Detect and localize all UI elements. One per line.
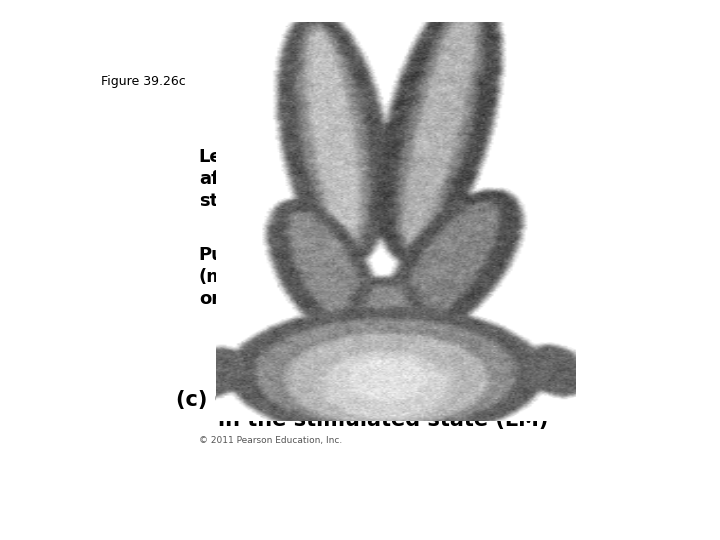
Text: (c) Cross section of a leaflet pair: (c) Cross section of a leaflet pair	[176, 389, 562, 409]
Text: in the stimulated state (LM): in the stimulated state (LM)	[189, 410, 549, 430]
Text: Figure 39.26c: Figure 39.26c	[101, 75, 186, 88]
Text: © 2011 Pearson Education, Inc.: © 2011 Pearson Education, Inc.	[199, 436, 342, 446]
Text: Pulvinus
(motor
organ): Pulvinus (motor organ)	[199, 246, 285, 308]
Text: Leaflets
after
stimulation: Leaflets after stimulation	[199, 148, 314, 211]
